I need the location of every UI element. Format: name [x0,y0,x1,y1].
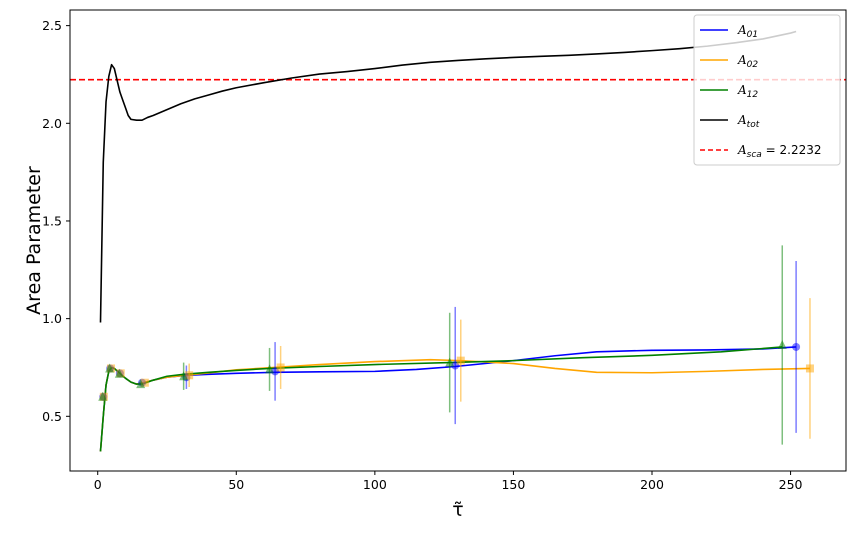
data-point-a12 [445,357,455,367]
y-tick-label: 2.5 [42,18,62,33]
x-tick-label: 200 [640,477,664,492]
data-point-a01 [792,342,801,351]
legend-label-sca: Asca = 2.2232 [737,143,822,160]
legend-label-a12: A12 [737,83,758,100]
x-tick-label: 0 [94,477,102,492]
legend: A01 A02 A12 Atot Asca = 2.2232 [693,14,841,166]
legend-label-a01: A01 [737,23,758,40]
data-point-a12 [136,379,146,389]
data-layer [70,30,846,452]
data-point-a02 [185,371,194,380]
series-line-atot [99,30,797,323]
x-tick-label: 250 [779,477,803,492]
y-tick-label: 1.0 [42,311,62,326]
legend-label-a02: A02 [737,53,758,70]
x-tick-label: 100 [363,477,387,492]
data-point-a12 [777,340,787,350]
data-point-a12 [105,363,115,373]
x-tick-label: 150 [501,477,525,492]
data-point-a12 [98,391,108,401]
x-axis-title: τ̃ [452,499,463,521]
legend-box [693,14,841,166]
y-axis-title: Area Parameter [23,166,45,315]
y-tick-label: 2.0 [42,116,62,131]
y-tick-label: 0.5 [42,409,62,424]
data-point-a12 [179,371,189,381]
y-tick-label: 1.5 [42,213,62,228]
legend-label-atot: Atot [737,113,760,130]
data-point-a12 [114,368,124,378]
data-point-a12 [265,364,275,374]
data-point-a02 [456,356,465,365]
data-point-a02 [276,363,285,372]
data-point-a02 [805,364,814,373]
plot-frame [69,9,847,472]
x-tick-label: 50 [228,477,244,492]
tick-layer: 0 50 100 150 200 250 0.5 1.0 1.5 2.0 2.5 [42,18,802,492]
data-point-a02 [140,378,149,387]
